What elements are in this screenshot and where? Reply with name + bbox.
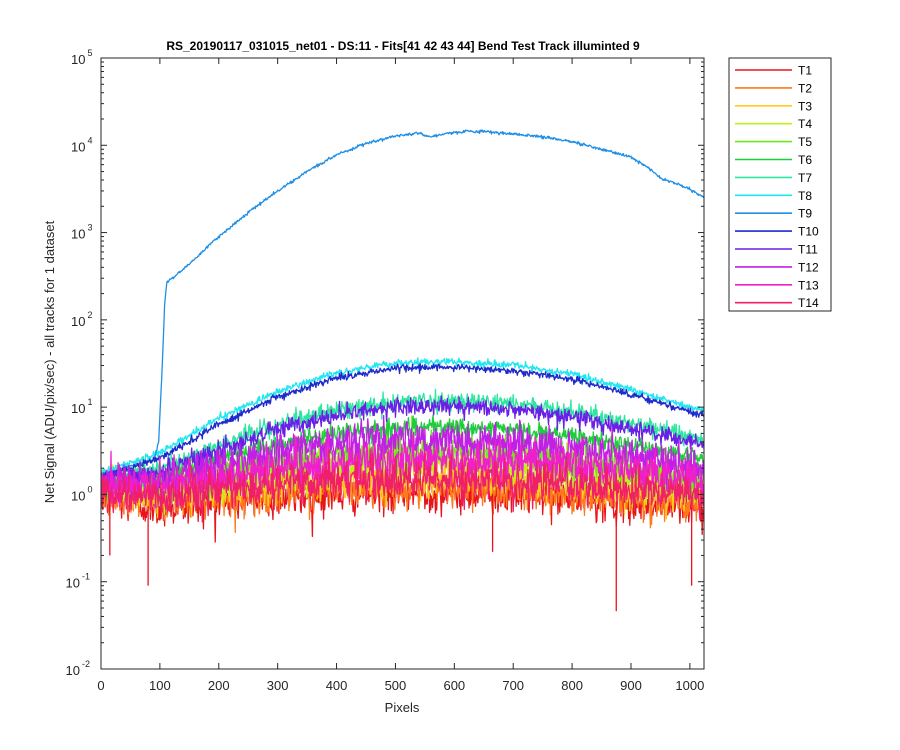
series-layer (101, 129, 704, 612)
y-tick-label: 10 (71, 52, 85, 67)
legend-label-t11: T11 (798, 243, 818, 257)
x-tick-label: 100 (149, 678, 171, 693)
x-tick-label: 600 (443, 678, 465, 693)
x-axis-label: Pixels (385, 700, 420, 715)
chart-title: RS_20190117_031015_net01 - DS:11 - Fits[… (166, 39, 640, 53)
legend-label-t3: T3 (798, 99, 812, 113)
series-line-t8 (101, 357, 704, 475)
legend-label-t1: T1 (798, 64, 812, 78)
legend-label-t8: T8 (798, 189, 812, 203)
x-tick-label: 0 (97, 678, 104, 693)
x-tick-label: 400 (326, 678, 348, 693)
y-tick-exponent: -2 (82, 659, 90, 669)
plot-frame (100, 57, 705, 670)
legend-label-t14: T14 (798, 296, 819, 310)
x-tick-label: 300 (267, 678, 289, 693)
x-axis: 0 100 200 300 400 500 600 700 800 900 1000 (97, 58, 704, 693)
y-tick-exponent: 1 (88, 397, 93, 407)
y-tick-label: 10 (71, 314, 85, 329)
legend-label-t12: T12 (798, 260, 819, 274)
legend-label-t7: T7 (798, 171, 812, 185)
legend-label-t6: T6 (798, 153, 812, 167)
y-tick-exponent: 2 (88, 310, 93, 320)
series-line-t12 (101, 414, 704, 509)
legend-box (728, 57, 832, 312)
x-tick-label: 200 (208, 678, 230, 693)
y-tick-exponent: 3 (88, 223, 93, 233)
legend-label-t9: T9 (798, 207, 812, 221)
y-tick-exponent: 5 (88, 48, 93, 58)
legend-label-t5: T5 (798, 135, 812, 149)
legend-label-t4: T4 (798, 117, 812, 131)
y-tick-label: 10 (66, 576, 80, 591)
x-tick-label: 1000 (675, 678, 704, 693)
x-tick-label: 800 (561, 678, 583, 693)
x-tick-label: 500 (385, 678, 407, 693)
y-tick-exponent: 0 (88, 484, 93, 494)
legend-label-t2: T2 (798, 81, 812, 95)
legend-label-t13: T13 (798, 278, 819, 292)
y-tick-exponent: -1 (82, 572, 90, 582)
y-tick-label: 10 (71, 139, 85, 154)
series-line-t9 (101, 129, 704, 476)
y-tick-label: 10 (71, 401, 85, 416)
x-tick-label: 700 (502, 678, 524, 693)
y-axis-label: Net Signal (ADU/pix/sec) - all tracks fo… (42, 220, 57, 503)
x-tick-label: 900 (620, 678, 642, 693)
y-tick-label: 10 (71, 488, 85, 503)
legend: T1 T2 T3 T4 T5 T6 T7 T8 T9 T10 T11 T12 T13 T14 (728, 57, 832, 312)
y-tick-exponent: 4 (88, 135, 93, 145)
series-line-t13 (101, 431, 704, 510)
legend-label-t10: T10 (798, 225, 819, 239)
y-tick-label: 10 (71, 227, 85, 242)
series-line-t14 (101, 448, 704, 523)
y-tick-label: 10 (66, 663, 80, 678)
series-line-t10 (101, 363, 704, 479)
